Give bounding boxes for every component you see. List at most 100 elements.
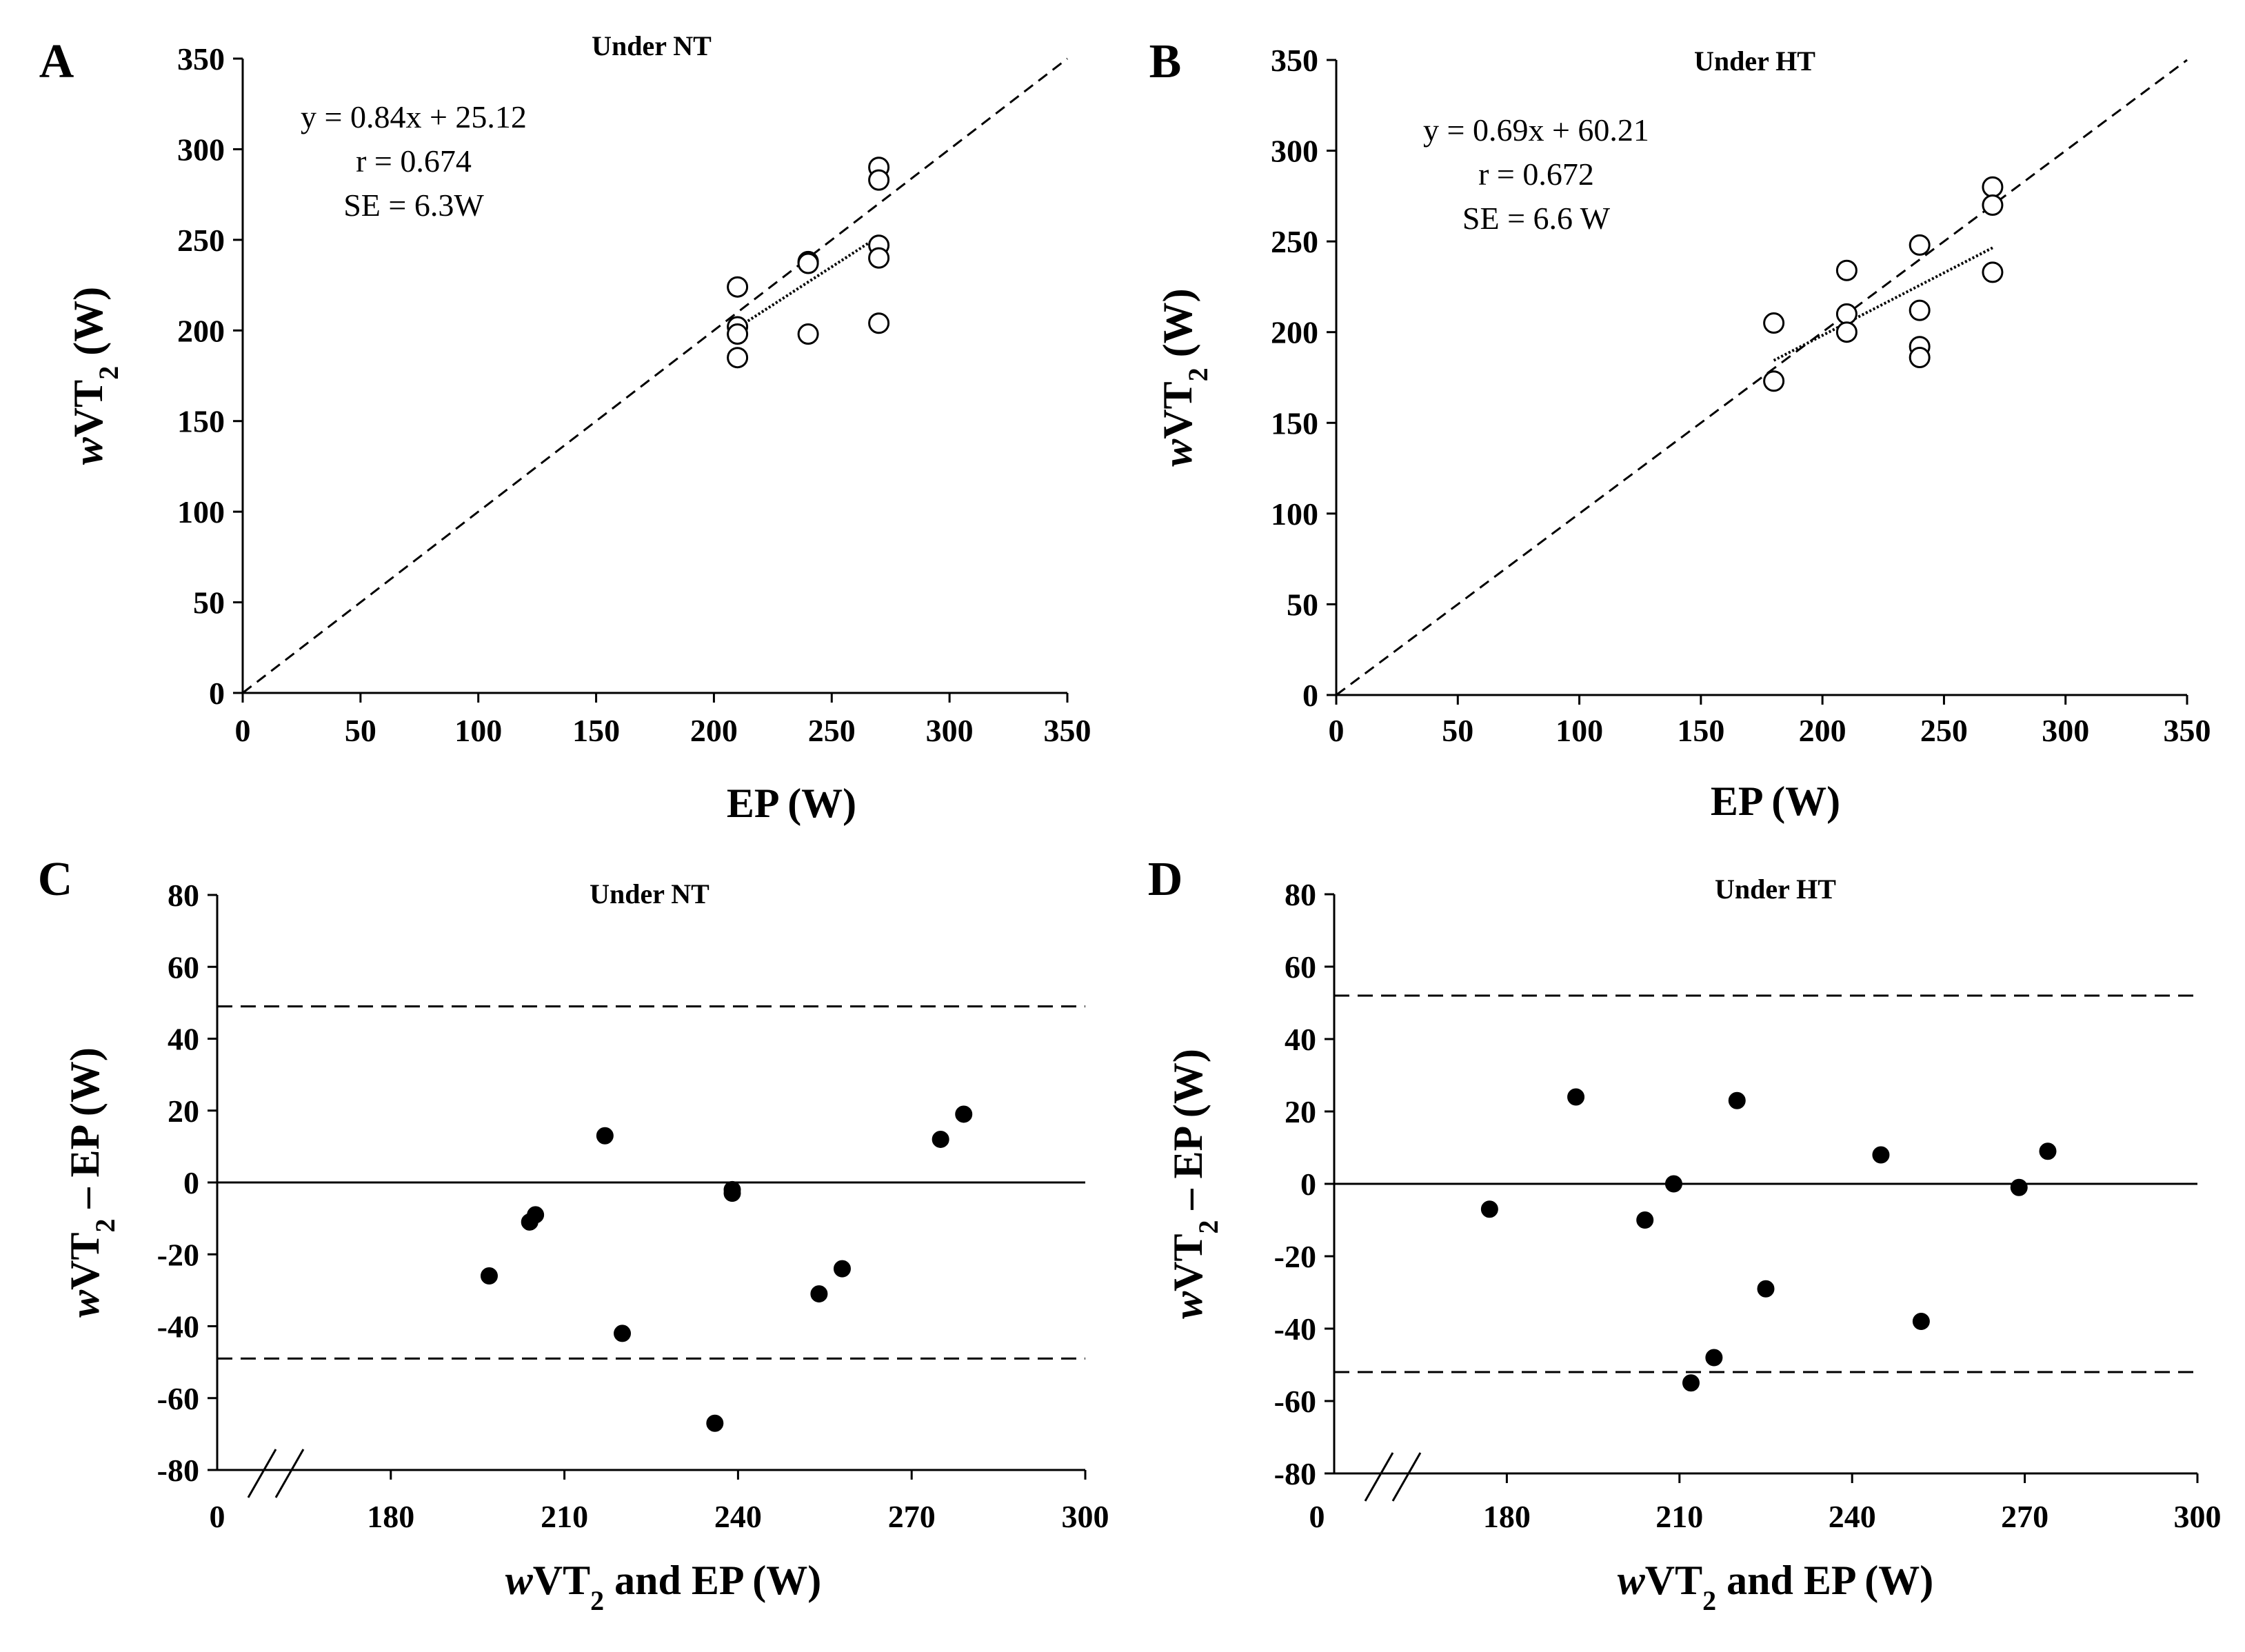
data-point: [2039, 1142, 2057, 1160]
y-axis-label: wVT2 (W): [1155, 288, 1214, 466]
x-axis-label: wVT2 and EP (W): [1618, 1558, 1933, 1616]
y-tick-label: 300: [177, 132, 225, 167]
x-tick-label: 150: [1677, 713, 1724, 748]
y-axis-label-sub: 2: [93, 366, 124, 380]
identity-line: [1336, 59, 2188, 696]
data-point: [1909, 299, 1931, 321]
x-tick-label: 240: [714, 1499, 762, 1534]
x-tick-label: 250: [808, 713, 856, 748]
x-tick-label: 100: [1556, 713, 1603, 748]
x-axis-label-unit: and EP (W): [604, 1558, 821, 1603]
x-tick-label: 270: [888, 1499, 936, 1534]
y-tick-label: 40: [168, 1022, 199, 1057]
panel-title: Under NT: [590, 878, 709, 909]
x-tick-label: 300: [926, 713, 974, 748]
x-axis-label-unit: and EP (W): [1716, 1558, 1933, 1603]
y-tick-label: -20: [157, 1237, 199, 1272]
x-tick-label: 300: [2042, 713, 2089, 748]
data-point: [1567, 1088, 1585, 1106]
y-tick-label: 0: [209, 676, 225, 711]
x-axis-label-italic: w: [1618, 1558, 1646, 1603]
data-point: [480, 1267, 498, 1285]
y-tick-label: 60: [168, 949, 199, 985]
data-point: [810, 1285, 828, 1303]
x-axis-label-sub: 2: [1702, 1585, 1716, 1616]
x-tick-label: 250: [1920, 713, 1968, 748]
x-tick-label: 100: [454, 713, 502, 748]
data-point: [2010, 1178, 2028, 1196]
data-point: [1835, 303, 1858, 325]
panel-D: -80 -60 -40 -20 0 20 40 60 80 0 180 210 240 270 300 D Un…: [1148, 853, 2222, 1616]
data-point: [1763, 370, 1785, 392]
x-tick-label: 200: [690, 713, 738, 748]
y-tick-label: 40: [1285, 1022, 1316, 1057]
axis-break-mark: [1391, 1452, 1422, 1502]
y-axis-label-unit: (W): [66, 287, 111, 366]
x-tick-label: 0: [235, 713, 251, 748]
data-point: [1636, 1211, 1654, 1229]
x-tick-label: 210: [1655, 1499, 1703, 1534]
data-point: [1682, 1374, 1700, 1392]
regression-annotation: r = 0.672: [1478, 157, 1594, 192]
x-axis-label-main: VT: [1645, 1558, 1702, 1603]
y-tick-label: 350: [177, 41, 225, 77]
y-tick-label: 80: [1285, 877, 1316, 912]
x-axis-label-main: VT: [533, 1558, 590, 1603]
x-tick-label: 350: [2164, 713, 2211, 748]
data-point: [727, 347, 749, 369]
y-tick-label: 60: [1285, 949, 1316, 985]
y-axis-label-unit: – EP (W): [62, 1047, 108, 1218]
data-point: [1835, 259, 1858, 281]
data-point: [1705, 1349, 1723, 1367]
y-axis-label-main: VT: [1165, 1233, 1211, 1291]
y-tick-label: 150: [177, 404, 225, 439]
y-axis-label-unit: – EP (W): [1165, 1049, 1211, 1220]
panel-title: Under HT: [1715, 874, 1836, 905]
data-point: [1872, 1146, 1890, 1164]
regression-annotation: y = 0.69x + 60.21: [1423, 112, 1649, 148]
regression-line: [736, 235, 880, 330]
data-point: [868, 247, 890, 269]
panel-label: A: [39, 35, 74, 88]
regression-annotation: y = 0.84x + 25.12: [301, 99, 527, 134]
data-point: [797, 252, 819, 274]
y-tick-label: 20: [1285, 1094, 1316, 1129]
data-point: [833, 1260, 851, 1278]
x-tick-label: 0: [1309, 1499, 1325, 1534]
y-tick-label: -60: [1274, 1384, 1316, 1419]
x-tick-label: 270: [2001, 1499, 2048, 1534]
data-point: [1835, 321, 1858, 343]
data-point: [1763, 312, 1785, 334]
x-tick-label: 240: [1829, 1499, 1876, 1534]
x-tick-label: 300: [1062, 1499, 1109, 1534]
y-tick-label: 200: [1271, 315, 1318, 350]
panel-label: B: [1149, 35, 1182, 88]
data-point: [727, 276, 749, 298]
data-point: [706, 1414, 724, 1432]
regression-line: [1773, 246, 1993, 362]
y-tick-label: 0: [1302, 678, 1318, 713]
y-tick-label: 200: [177, 313, 225, 348]
panel-title: Under HT: [1694, 46, 1815, 77]
x-axis-label: EP (W): [1711, 778, 1840, 824]
x-tick-label: 210: [541, 1499, 588, 1534]
data-point: [527, 1206, 545, 1224]
x-tick-label: 50: [1442, 713, 1473, 748]
panel-label: C: [38, 853, 73, 906]
x-tick-label: 350: [1044, 713, 1091, 748]
y-tick-label: -60: [157, 1381, 199, 1416]
x-tick-label: 180: [367, 1499, 414, 1534]
y-tick-label: -40: [157, 1309, 199, 1344]
data-point: [797, 323, 819, 345]
y-axis-label-main: VT: [66, 380, 111, 437]
x-tick-label: 300: [2174, 1499, 2222, 1534]
x-tick-label: 200: [1799, 713, 1846, 748]
y-tick-label: 20: [168, 1094, 199, 1129]
y-axis-label: wVT2 – EP (W): [1165, 1049, 1224, 1319]
x-axis-label-italic: w: [505, 1558, 534, 1603]
y-axis-label-main: VT: [1155, 381, 1200, 439]
regression-annotation: SE = 6.3W: [343, 188, 484, 223]
data-point: [1728, 1091, 1746, 1109]
data-point: [868, 169, 890, 191]
